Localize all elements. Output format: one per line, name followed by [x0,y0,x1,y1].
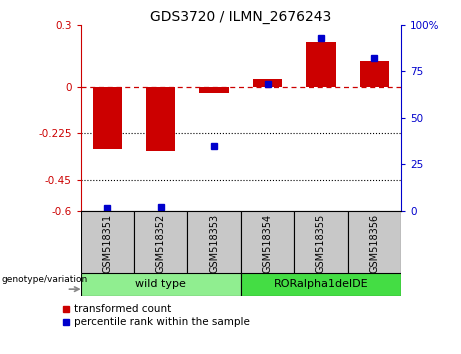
Text: GSM518356: GSM518356 [369,214,379,273]
Bar [134,211,188,273]
Bar [81,273,241,296]
Bar [241,273,401,296]
Text: GSM518352: GSM518352 [156,214,166,273]
Bar [81,211,134,273]
Text: GSM518355: GSM518355 [316,214,326,273]
Legend: transformed count, percentile rank within the sample: transformed count, percentile rank withi… [63,304,250,327]
Text: GSM518351: GSM518351 [102,214,112,273]
Text: wild type: wild type [136,279,186,289]
Text: genotype/variation: genotype/variation [2,274,88,284]
Bar [241,211,294,273]
Bar [294,211,348,273]
Text: GSM518354: GSM518354 [263,214,272,273]
Bar [93,87,122,149]
Bar [146,87,176,151]
Text: RORalpha1delDE: RORalpha1delDE [274,279,368,289]
Bar [306,42,336,87]
Title: GDS3720 / ILMN_2676243: GDS3720 / ILMN_2676243 [150,10,331,24]
Bar [188,211,241,273]
Text: GSM518353: GSM518353 [209,214,219,273]
Bar [348,211,401,273]
Bar [360,61,389,87]
Bar [200,87,229,93]
Bar [253,79,282,87]
